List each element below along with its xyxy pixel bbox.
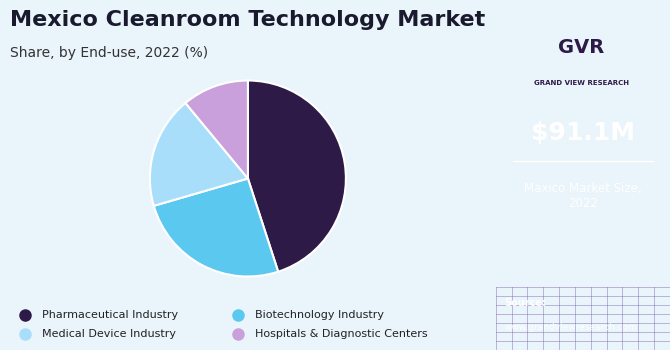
- Text: Share, by End-use, 2022 (%): Share, by End-use, 2022 (%): [10, 46, 208, 60]
- Text: Biotechnology Industry: Biotechnology Industry: [255, 310, 385, 320]
- Text: www.grandviewresearch.com: www.grandviewresearch.com: [505, 323, 637, 332]
- Text: Mexico Cleanroom Technology Market: Mexico Cleanroom Technology Market: [10, 10, 485, 30]
- Text: Pharmaceutical Industry: Pharmaceutical Industry: [42, 310, 178, 320]
- Text: Medical Device Industry: Medical Device Industry: [42, 329, 176, 339]
- Wedge shape: [154, 178, 278, 276]
- Text: Hospitals & Diagnostic Centers: Hospitals & Diagnostic Centers: [255, 329, 428, 339]
- Wedge shape: [150, 103, 248, 206]
- Text: GRAND VIEW RESEARCH: GRAND VIEW RESEARCH: [534, 79, 628, 86]
- Text: $91.1M: $91.1M: [531, 121, 635, 145]
- Wedge shape: [248, 80, 346, 272]
- Wedge shape: [186, 80, 248, 178]
- Text: GVR: GVR: [558, 38, 604, 57]
- Text: Source:: Source:: [505, 298, 547, 308]
- Text: Maxico Market Size,
2022: Maxico Market Size, 2022: [524, 182, 642, 210]
